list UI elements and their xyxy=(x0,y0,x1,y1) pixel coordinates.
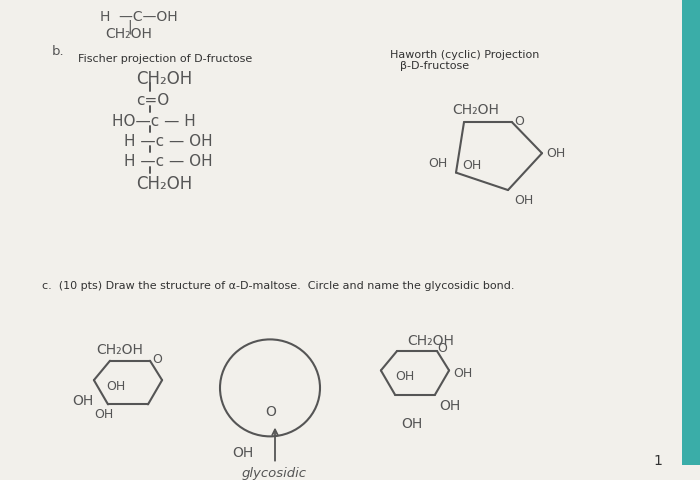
Text: CH₂OH: CH₂OH xyxy=(452,103,499,117)
Text: O: O xyxy=(437,342,447,355)
Text: OH: OH xyxy=(453,367,473,380)
Text: OH: OH xyxy=(106,380,125,393)
Text: glycosidic: glycosidic xyxy=(242,468,307,480)
Text: CH₂OH: CH₂OH xyxy=(136,70,193,88)
Text: b.: b. xyxy=(52,45,64,58)
Text: HO—c — H: HO—c — H xyxy=(112,114,196,130)
Text: O: O xyxy=(152,353,162,366)
Text: OH: OH xyxy=(232,446,253,460)
Text: OH: OH xyxy=(546,147,566,160)
Text: β-D-fructose: β-D-fructose xyxy=(400,61,469,71)
Text: c.  (10 pts) Draw the structure of α-D-maltose.  Circle and name the glycosidic : c. (10 pts) Draw the structure of α-D-ma… xyxy=(42,281,514,291)
Text: H  —C—OH: H —C—OH xyxy=(100,10,178,24)
Text: CH₂OH: CH₂OH xyxy=(96,343,143,357)
Text: OH: OH xyxy=(395,371,414,384)
Text: H —c — OH: H —c — OH xyxy=(124,134,213,149)
Text: |: | xyxy=(127,19,132,34)
Text: CH₂OH: CH₂OH xyxy=(105,27,152,41)
Text: OH: OH xyxy=(428,157,447,170)
Bar xyxy=(682,0,700,466)
Text: Haworth (cyclic) Projection: Haworth (cyclic) Projection xyxy=(390,50,540,60)
Text: OH: OH xyxy=(94,408,113,421)
Text: 1: 1 xyxy=(654,454,662,468)
Text: OH: OH xyxy=(72,394,93,408)
Text: OH: OH xyxy=(462,159,482,172)
Text: Fischer projection of D-fructose: Fischer projection of D-fructose xyxy=(78,54,252,64)
Text: OH: OH xyxy=(514,194,533,207)
Text: O: O xyxy=(265,405,276,420)
Text: OH: OH xyxy=(401,417,422,431)
Text: H —c — OH: H —c — OH xyxy=(124,154,213,169)
Text: OH: OH xyxy=(439,398,461,412)
Text: CH₂OH: CH₂OH xyxy=(136,175,193,192)
Text: c=O: c=O xyxy=(136,93,169,108)
Text: O: O xyxy=(514,115,524,128)
Text: CH₂OH: CH₂OH xyxy=(407,334,454,348)
